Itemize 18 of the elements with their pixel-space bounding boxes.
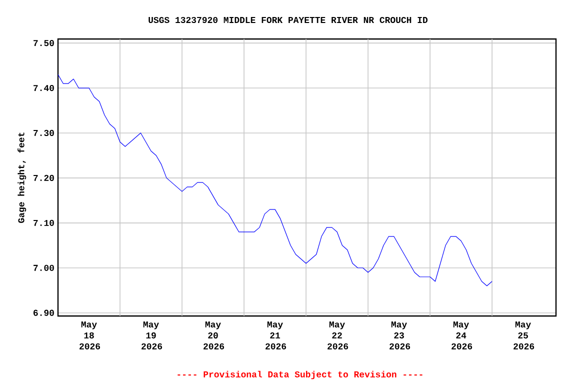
y-tick-label: 7.40 — [34, 84, 54, 92]
y-tick-label: 7.30 — [34, 130, 54, 136]
x-tick-label: May 19 2026 — [142, 322, 162, 350]
x-tick-label: May 20 2026 — [204, 322, 224, 350]
x-tick-label: May 23 2026 — [390, 322, 410, 350]
x-tick-label: May 25 2026 — [514, 322, 534, 350]
x-tick-label: May 24 2026 — [452, 322, 472, 350]
x-tick-label: May 22 2026 — [328, 322, 348, 350]
y-tick-label: 7.50 — [34, 40, 54, 46]
chart-title: USGS 13237920 MIDDLE FORK PAYETTE RIVER NR CROUCH ID — [148, 16, 428, 24]
y-tick-label: 6.90 — [34, 310, 54, 316]
y-axis-title: Gage height, feet — [18, 132, 26, 223]
y-tick-label: 7.00 — [34, 264, 54, 271]
y-tick-label: 7.20 — [34, 174, 54, 181]
x-tick-label: May 18 2026 — [80, 322, 100, 350]
y-tick-label: 7.10 — [34, 220, 54, 226]
text: ---- Provisional Data Subject to Revision ---- — [178, 370, 422, 380]
x-tick-label: May 21 2026 — [266, 322, 286, 350]
